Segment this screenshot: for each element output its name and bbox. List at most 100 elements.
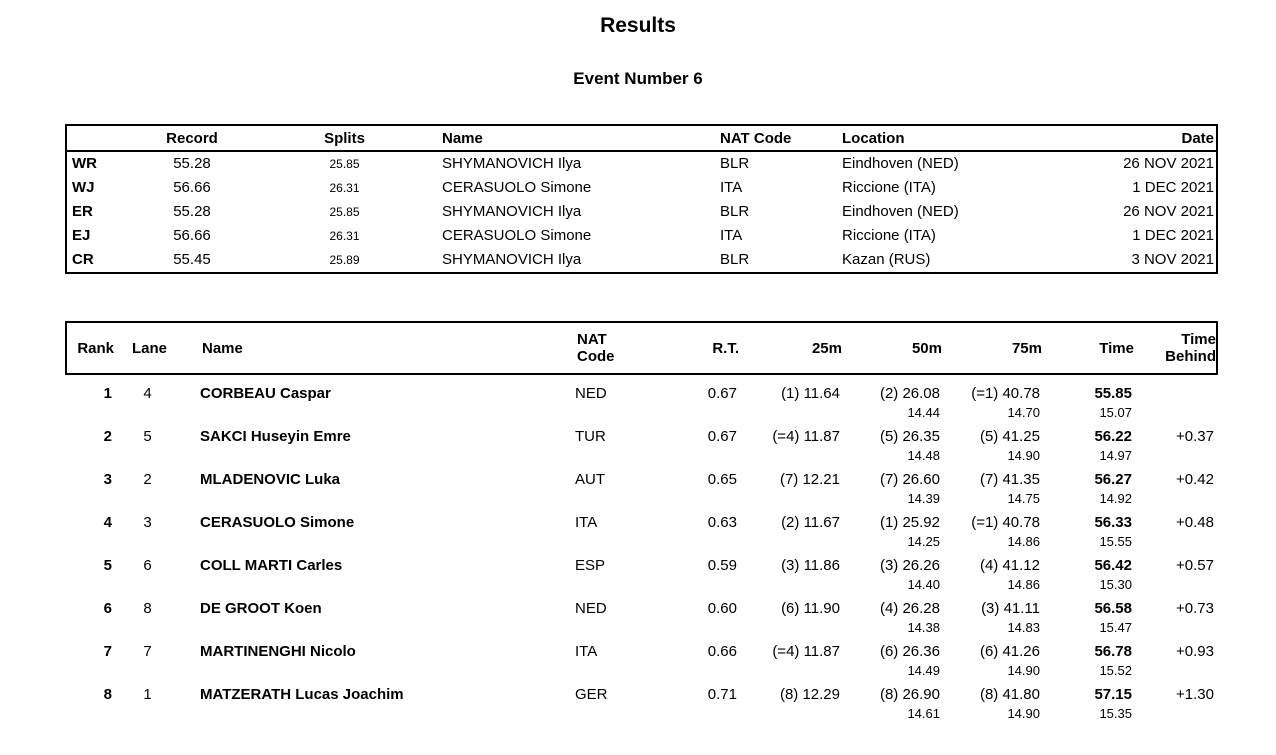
- record-nat-code: BLR: [720, 203, 750, 220]
- result-reaction-time: 0.60: [707, 600, 737, 617]
- result-rank: 5: [103, 557, 112, 574]
- records-header-splits: Splits: [324, 130, 365, 147]
- result-subsplit-50m: 14.44: [907, 405, 940, 420]
- result-row: 2 5 SAKCI Huseyin Emre TUR 0.67 (=4) 11.…: [65, 421, 1218, 464]
- result-rank: 1: [103, 385, 112, 402]
- records-header-nat-code: NAT Code: [720, 130, 792, 147]
- result-subsplit-50m: 14.38: [907, 620, 940, 635]
- result-split-25m: (3) 11.86: [781, 557, 840, 574]
- record-split: 25.85: [329, 205, 360, 219]
- result-subsplit-75m: 14.83: [1007, 620, 1040, 635]
- result-subsplit-50m: 14.39: [907, 491, 940, 506]
- results-header-name: Name: [202, 339, 243, 357]
- result-subsplit-50m: 14.25: [907, 534, 940, 549]
- result-split-50m: (8) 26.90: [879, 686, 940, 703]
- result-split-25m: (=4) 11.87: [772, 643, 840, 660]
- result-rank: 8: [103, 686, 112, 703]
- result-split-50m: (4) 26.28: [879, 600, 940, 617]
- record-date: 3 NOV 2021: [1131, 251, 1214, 268]
- result-final-time: 56.42: [1094, 557, 1132, 574]
- result-final-time: 57.15: [1094, 686, 1132, 703]
- record-type-label: ER: [72, 203, 93, 220]
- event-subtitle: Event Number 6: [573, 69, 703, 88]
- result-final-time: 55.85: [1094, 385, 1132, 402]
- result-subsplit-last: 15.07: [1099, 405, 1132, 420]
- result-rank: 6: [103, 600, 112, 617]
- results-header-behind-line2: Behind: [1165, 348, 1216, 365]
- record-split: 26.31: [329, 181, 360, 195]
- result-split-75m: (6) 41.26: [979, 643, 1040, 660]
- result-row: 4 3 CERASUOLO Simone ITA 0.63 (2) 11.67 …: [65, 507, 1218, 550]
- result-time-behind: +0.73: [1176, 600, 1214, 617]
- record-split: 26.31: [329, 229, 360, 243]
- result-swimmer-name: SAKCI Huseyin Emre: [200, 428, 351, 445]
- result-swimmer-name: MARTINENGHI Nicolo: [200, 643, 356, 660]
- result-subsplit-50m: 14.61: [907, 706, 940, 721]
- result-subsplit-75m: 14.90: [1007, 706, 1040, 721]
- result-subsplit-50m: 14.49: [907, 663, 940, 678]
- record-location: Eindhoven (NED): [842, 203, 959, 220]
- record-time: 55.28: [173, 203, 211, 220]
- result-split-75m: (=1) 40.78: [971, 385, 1040, 402]
- result-split-50m: (1) 25.92: [879, 514, 940, 531]
- result-row: 8 1 MATZERATH Lucas Joachim GER 0.71 (8)…: [65, 679, 1218, 722]
- records-header-date: Date: [1181, 130, 1214, 147]
- result-subsplit-last: 15.30: [1099, 577, 1132, 592]
- record-row: WR 55.28 25.85 SHYMANOVICH Ilya BLR Eind…: [67, 152, 1216, 176]
- record-location: Eindhoven (NED): [842, 155, 959, 172]
- record-split: 25.89: [329, 253, 360, 267]
- result-final-time: 56.22: [1094, 428, 1132, 445]
- result-rank: 7: [103, 643, 112, 660]
- record-time: 55.28: [173, 155, 211, 172]
- record-type-label: EJ: [72, 227, 91, 244]
- result-split-25m: (7) 12.21: [779, 471, 840, 488]
- result-nat-code: NED: [575, 385, 607, 402]
- result-nat-code: ITA: [575, 514, 598, 531]
- result-nat-code: GER: [575, 686, 608, 703]
- result-nat-code: AUT: [575, 471, 605, 488]
- results-header-time-behind: Time Behind: [1142, 331, 1220, 365]
- result-subsplit-last: 15.35: [1099, 706, 1132, 721]
- result-split-75m: (8) 41.80: [979, 686, 1040, 703]
- result-split-25m: (6) 11.90: [781, 600, 840, 617]
- record-split: 25.85: [329, 157, 360, 171]
- result-split-75m: (3) 41.11: [981, 600, 1040, 617]
- result-split-50m: (2) 26.08: [879, 385, 940, 402]
- results-header-25m: 25m: [811, 339, 842, 357]
- record-date: 1 DEC 2021: [1132, 227, 1214, 244]
- result-subsplit-last: 15.55: [1099, 534, 1132, 549]
- record-row: EJ 56.66 26.31 CERASUOLO Simone ITA Ricc…: [67, 224, 1216, 248]
- record-location: Riccione (ITA): [842, 179, 936, 196]
- results-table-header: Rank Lane Name NAT Code R.T. 25m 50m 75m…: [65, 321, 1218, 375]
- result-time-behind: +0.42: [1176, 471, 1214, 488]
- result-rank: 2: [103, 428, 112, 445]
- record-nat-code: ITA: [720, 179, 743, 196]
- result-rank: 3: [103, 471, 112, 488]
- result-split-50m: (6) 26.36: [879, 643, 940, 660]
- result-split-25m: (2) 11.67: [781, 514, 840, 531]
- page-title: Results: [600, 14, 676, 37]
- record-type-label: WJ: [72, 179, 95, 196]
- result-time-behind: +1.30: [1176, 686, 1214, 703]
- result-subsplit-75m: 14.86: [1007, 577, 1040, 592]
- record-location: Riccione (ITA): [842, 227, 936, 244]
- record-row: WJ 56.66 26.31 CERASUOLO Simone ITA Ricc…: [67, 176, 1216, 200]
- result-nat-code: NED: [575, 600, 607, 617]
- result-reaction-time: 0.67: [707, 385, 737, 402]
- result-time-behind: +0.93: [1176, 643, 1214, 660]
- result-swimmer-name: MATZERATH Lucas Joachim: [200, 686, 404, 703]
- result-final-time: 56.78: [1094, 643, 1132, 660]
- record-type-label: CR: [72, 251, 94, 268]
- result-swimmer-name: MLADENOVIC Luka: [200, 471, 341, 488]
- result-split-50m: (5) 26.35: [879, 428, 940, 445]
- result-swimmer-name: DE GROOT Koen: [200, 600, 322, 617]
- result-subsplit-last: 14.92: [1099, 491, 1132, 506]
- results-header-nat-line2: Code: [577, 348, 615, 365]
- record-date: 26 NOV 2021: [1123, 155, 1214, 172]
- results-header-rank: Rank: [77, 339, 114, 357]
- result-lane: 3: [143, 514, 152, 531]
- result-row: 3 2 MLADENOVIC Luka AUT 0.65 (7) 12.21 (…: [65, 464, 1218, 507]
- result-lane: 5: [143, 428, 152, 445]
- result-lane: 1: [143, 686, 152, 703]
- record-date: 26 NOV 2021: [1123, 203, 1214, 220]
